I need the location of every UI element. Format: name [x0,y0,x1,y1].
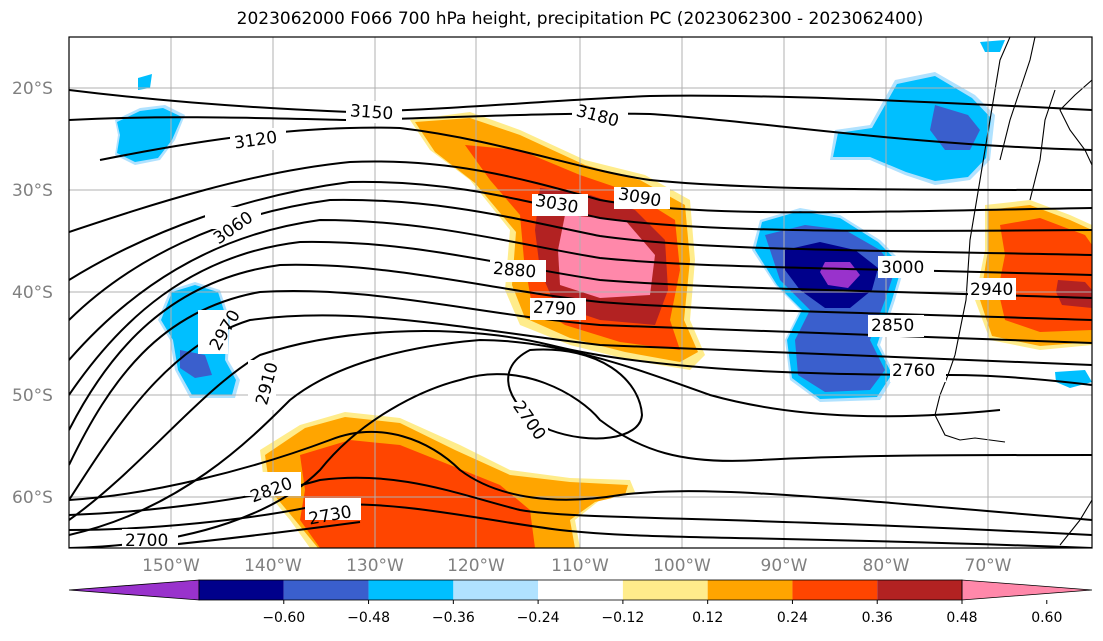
lon-label: 120°W [447,556,505,576]
contour-label: 2940 [970,280,1013,300]
lon-label: 100°W [653,556,711,576]
lon-label: 110°W [551,556,609,576]
colorbar-swatch [792,580,878,600]
lon-label: 150°W [142,556,200,576]
colorbar-tick-label: −0.24 [517,610,560,626]
colorbar-tick-label: −0.12 [601,610,644,626]
colorbar-swatch [707,580,793,600]
lat-label: 50°S [12,386,53,406]
contour-label: 3150 [349,101,394,124]
height-contours [69,89,1092,548]
colorbar: −0.60 −0.48 −0.36 −0.24 −0.12 0.12 0.24 0.36 0.4… [68,579,1093,626]
colorbar-tick-label: 0.48 [946,610,977,626]
lon-label: 90°W [761,556,808,576]
colorbar-swatch [283,580,369,600]
lon-label: 80°W [863,556,910,576]
colorbar-swatch [453,580,539,600]
colorbar-swatch [622,580,708,600]
contour-label: 2880 [492,259,537,283]
colorbar-swatch [199,580,284,600]
lat-label: 40°S [12,283,53,303]
contour-label: 2700 [125,531,168,551]
colorbar-tick-label: −0.36 [432,610,475,626]
longitude-labels: 150°W 140°W 130°W 120°W 110°W 100°W 90°W… [142,556,1012,576]
map-title: 2023062000 F066 700 hPa height, precipit… [236,9,924,29]
contour-label: 2790 [532,298,576,320]
latitude-labels: 20°S 30°S 40°S 50°S 60°S [12,79,53,508]
plot-frame [68,36,1093,549]
lat-label: 60°S [12,488,53,508]
lat-label: 20°S [12,79,53,99]
colorbar-max-extend [961,579,1093,601]
colorbar-tick-label: 0.60 [1031,610,1062,626]
contour-label: 2850 [871,316,914,336]
lon-label: 130°W [346,556,404,576]
colorbar-tick-label: −0.48 [347,610,390,626]
contour-label: 2760 [892,361,935,381]
colorbar-tick-label: −0.60 [262,610,305,626]
lon-label: 140°W [244,556,302,576]
colorbar-min-extend [68,579,200,601]
lon-label: 70°W [965,556,1012,576]
colorbar-tick-label: 0.24 [777,610,808,626]
lat-label: 30°S [12,181,53,201]
colorbar-swatch [538,580,623,600]
colorbar-tick-label: 0.36 [862,610,893,626]
colorbar-tick-label: 0.12 [692,610,723,626]
colorbar-swatch [368,580,454,600]
colorbar-swatch [877,580,962,600]
contour-labels: 3150 3180 3120 3060 3090 3030 2880 3000 … [122,101,1016,551]
colorbar-frame [198,579,963,601]
contour-label: 3000 [881,258,924,278]
